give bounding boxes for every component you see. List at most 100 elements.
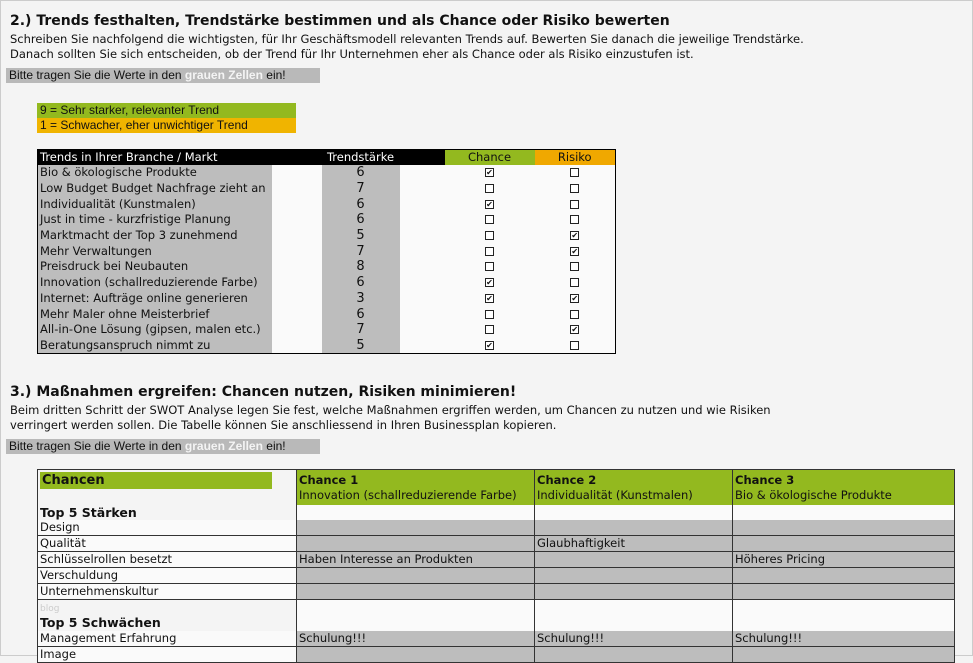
risk-checkbox[interactable]: [570, 309, 580, 319]
chance-checkbox[interactable]: [485, 215, 494, 225]
trend-name-cell[interactable]: Mehr Maler ohne Meisterbrief: [37, 306, 272, 322]
chance-label: Chance 2: [537, 473, 597, 487]
risk-checkbox[interactable]: ✔: [570, 231, 580, 241]
note-text-end: ein!: [266, 68, 286, 82]
measure-cell[interactable]: Schulung!!!: [534, 630, 733, 647]
chance-checkbox[interactable]: ✔: [485, 199, 494, 209]
measure-cell[interactable]: [732, 583, 955, 600]
risk-checkbox[interactable]: [570, 215, 580, 225]
measure-row: Unternehmenskultur: [37, 583, 955, 600]
measure-row: Design: [37, 519, 955, 536]
trend-row: Preisdruck bei Neubauten 8: [37, 259, 616, 275]
measure-row: Image: [37, 646, 955, 663]
measure-cell[interactable]: [296, 646, 535, 663]
trend-strength-cell[interactable]: 6: [321, 212, 400, 228]
measure-cell[interactable]: Schulung!!!: [732, 630, 955, 647]
measure-cell[interactable]: Haben Interesse an Produkten: [296, 551, 535, 568]
measure-cell[interactable]: [534, 567, 733, 584]
trend-strength-cell[interactable]: 6: [321, 165, 400, 181]
chance-checkbox[interactable]: ✔: [485, 293, 494, 303]
measure-cell[interactable]: [296, 583, 535, 600]
header-risk: Risiko: [534, 149, 616, 165]
instruction-note-2: Bitte tragen Sie die Werte in den grauen…: [6, 439, 320, 454]
trend-name-cell[interactable]: Just in time - kurzfristige Planung: [37, 212, 272, 228]
trend-name-cell[interactable]: Internet: Aufträge online generieren: [37, 290, 272, 307]
chance-checkbox[interactable]: ✔: [485, 340, 494, 350]
measure-row: Qualität Glaubhaftigkeit: [37, 535, 955, 552]
chance-checkbox[interactable]: ✔: [485, 168, 494, 178]
instruction-note: Bitte tragen Sie die Werte in den grauen…: [6, 68, 320, 83]
trend-strength-cell[interactable]: 7: [321, 180, 400, 197]
section3-title: 3.) Maßnahmen ergreifen: Chancen nutzen,…: [10, 384, 517, 400]
measure-cell[interactable]: [296, 535, 535, 552]
chance-checkbox[interactable]: ✔: [485, 278, 494, 288]
trend-row: Just in time - kurzfristige Planung 6: [37, 212, 616, 228]
trend-name-cell[interactable]: Low Budget Budget Nachfrage zieht an: [37, 180, 272, 197]
section3-desc-1: Beim dritten Schritt der SWOT Analyse le…: [10, 403, 771, 417]
measure-cell[interactable]: [296, 519, 535, 536]
risk-checkbox[interactable]: ✔: [570, 325, 580, 335]
trend-strength-cell[interactable]: 5: [321, 227, 400, 244]
chance-checkbox[interactable]: [485, 325, 494, 335]
chance-checkbox[interactable]: [485, 184, 494, 194]
measure-cell[interactable]: [534, 646, 733, 663]
measure-cell[interactable]: Höheres Pricing: [732, 551, 955, 568]
trend-strength-cell[interactable]: 6: [321, 306, 400, 322]
measure-row: Management Erfahrung Schulung!!! Schulung!…: [37, 630, 955, 647]
trend-name-cell[interactable]: All-in-One Lösung (gipsen, malen etc.): [37, 321, 272, 338]
row-label: Schlüsselrollen besetzt: [37, 551, 297, 568]
measure-cell[interactable]: [534, 583, 733, 600]
trend-strength-cell[interactable]: 7: [321, 243, 400, 260]
trend-name-cell[interactable]: Beratungsanspruch nimmt zu: [37, 337, 272, 354]
chance-checkbox[interactable]: [485, 246, 494, 256]
weaknesses-title: Top 5 Schwächen: [40, 614, 161, 630]
risk-checkbox[interactable]: [570, 168, 580, 178]
measure-cell[interactable]: [732, 567, 955, 584]
trend-name-cell[interactable]: Bio & ökologische Produkte: [37, 165, 272, 181]
measure-cell[interactable]: [732, 519, 955, 536]
measure-cell[interactable]: [296, 567, 535, 584]
trend-row: All-in-One Lösung (gipsen, malen etc.) 7 ✔: [37, 321, 616, 338]
note-text: Bitte tragen Sie die Werte in den: [9, 439, 182, 453]
trend-strength-cell[interactable]: 5: [321, 337, 400, 354]
trend-row: Beratungsanspruch nimmt zu 5 ✔: [37, 337, 616, 354]
chance-column-header: Chance 3 Bio & ökologische Produkte: [732, 469, 955, 505]
chance-name: Innovation (schallreduzierende Farbe): [299, 488, 517, 502]
risk-checkbox[interactable]: ✔: [570, 293, 580, 303]
note-highlight: grauen Zellen: [184, 68, 263, 82]
trend-strength-cell[interactable]: 6: [321, 196, 400, 213]
measure-cell[interactable]: [534, 551, 733, 568]
measure-cell[interactable]: [732, 535, 955, 552]
risk-checkbox[interactable]: [570, 199, 580, 209]
measure-cell[interactable]: Schulung!!!: [296, 630, 535, 647]
trend-strength-cell[interactable]: 6: [321, 274, 400, 291]
trend-row: Internet: Aufträge online generieren 3 ✔ ✔: [37, 290, 616, 307]
risk-checkbox[interactable]: [570, 184, 580, 194]
measure-cell[interactable]: Glaubhaftigkeit: [534, 535, 733, 552]
risk-checkbox[interactable]: [570, 278, 580, 288]
trend-table: Trends in Ihrer Branche / Markt Trendstär…: [37, 149, 616, 354]
trend-name-cell[interactable]: Preisdruck bei Neubauten: [37, 259, 272, 275]
trend-row: Low Budget Budget Nachfrage zieht an 7: [37, 180, 616, 197]
chance-checkbox[interactable]: [485, 309, 494, 319]
measure-cell[interactable]: [534, 519, 733, 536]
chance-label: Chance 1: [299, 473, 359, 487]
section3-desc-2: verringert werden sollen. Die Tabelle kö…: [10, 418, 557, 432]
risk-checkbox[interactable]: [570, 262, 580, 272]
trend-name-cell[interactable]: Marktmacht der Top 3 zunehmend: [37, 227, 272, 244]
trend-name-cell[interactable]: Mehr Verwaltungen: [37, 243, 272, 260]
trend-row: Mehr Verwaltungen 7 ✔: [37, 243, 616, 260]
trend-strength-cell[interactable]: 8: [321, 259, 400, 275]
trend-strength-cell[interactable]: 7: [321, 321, 400, 338]
trend-strength-cell[interactable]: 3: [321, 290, 400, 307]
trend-name-cell[interactable]: Individualität (Kunstmalen): [37, 196, 272, 213]
chance-checkbox[interactable]: [485, 231, 494, 241]
section2-desc-2: Danach sollten Sie sich entscheiden, ob …: [10, 47, 694, 61]
risk-checkbox[interactable]: ✔: [570, 246, 580, 256]
trend-name-cell[interactable]: Innovation (schallreduzierende Farbe): [37, 274, 272, 291]
measures-table: Chancen Chance 1 Innovation (schallreduzie…: [37, 469, 955, 663]
note-highlight: grauen Zellen: [184, 439, 263, 453]
risk-checkbox[interactable]: [570, 340, 580, 350]
measure-cell[interactable]: [732, 646, 955, 663]
chance-checkbox[interactable]: [485, 262, 494, 272]
